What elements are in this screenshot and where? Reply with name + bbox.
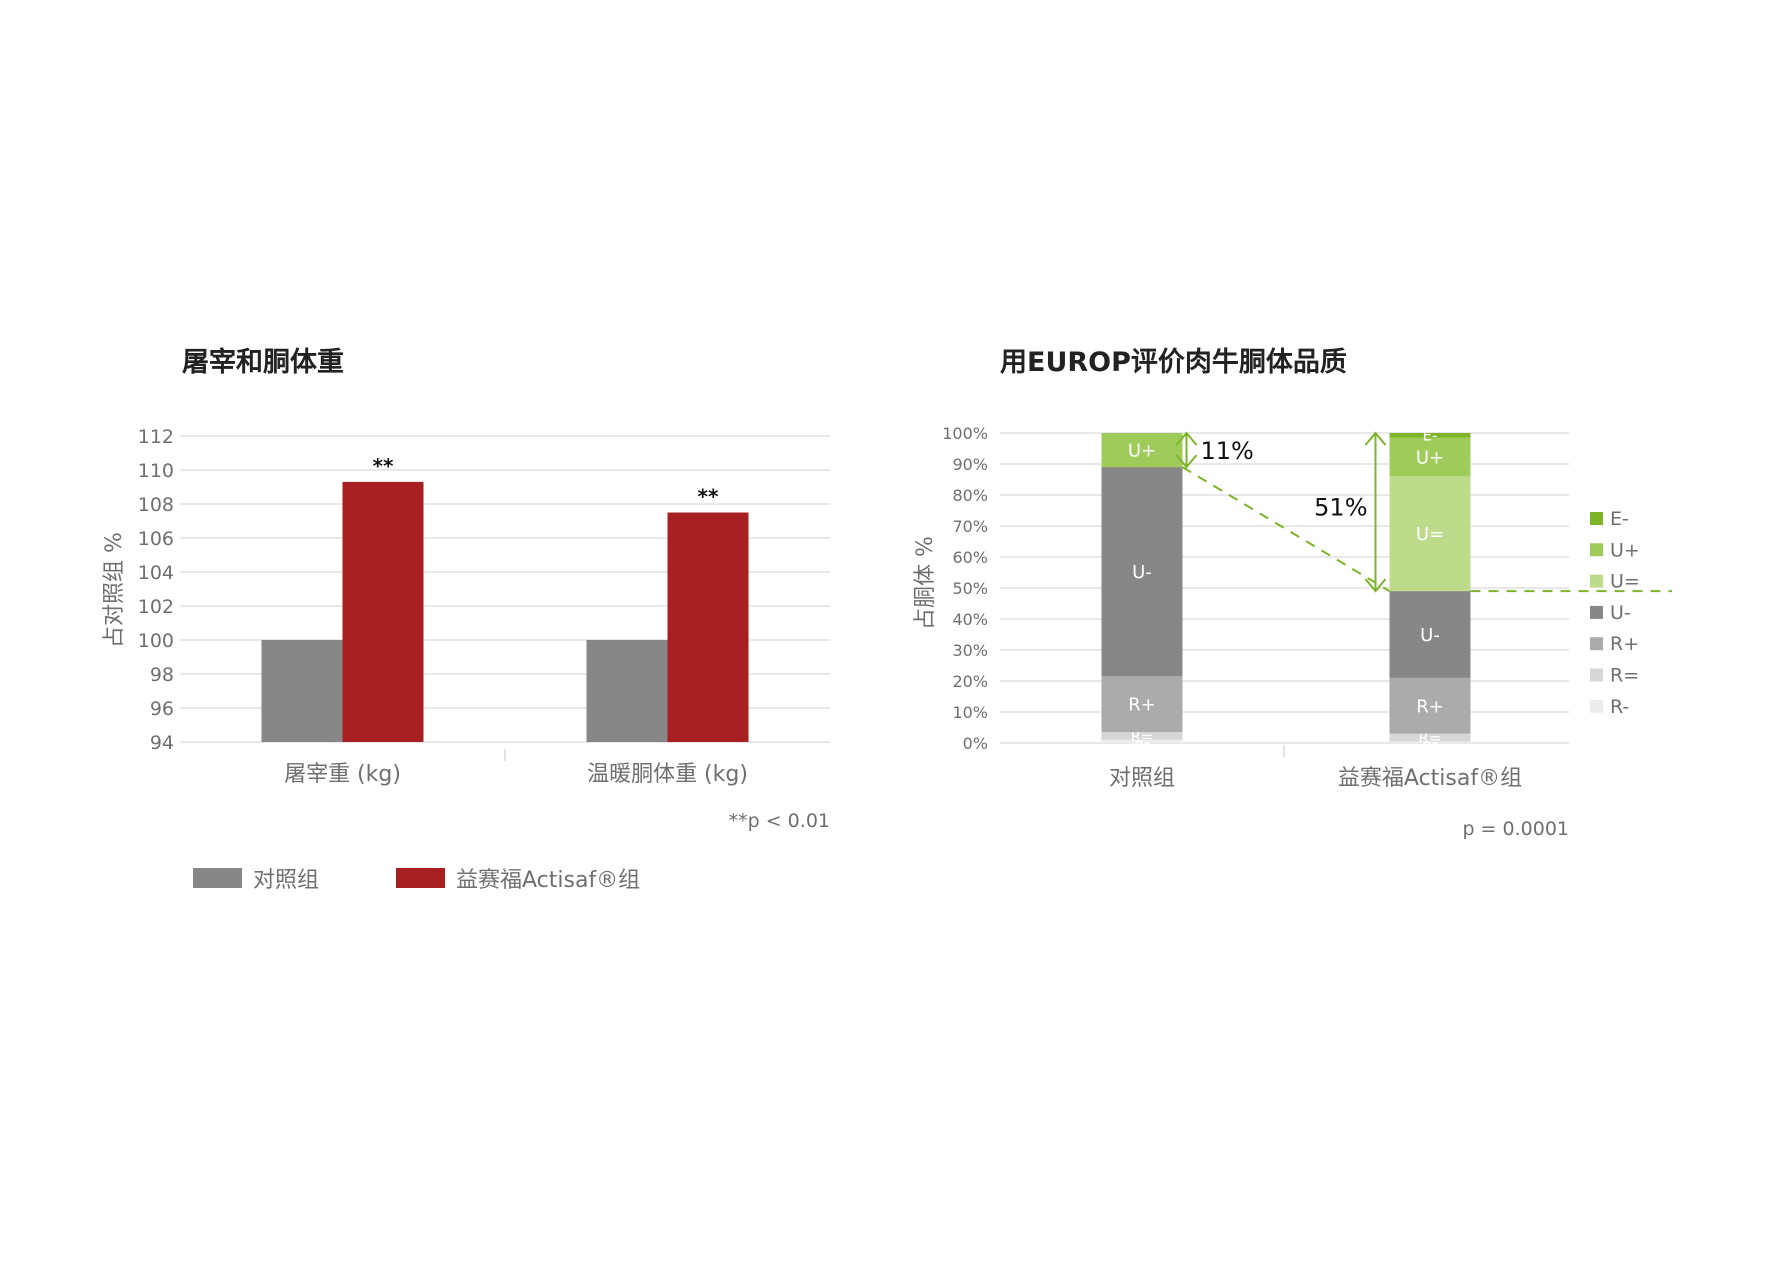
stack-segment: [1389, 437, 1471, 477]
bar: [667, 512, 749, 742]
y-tick-label: 70%: [952, 517, 988, 536]
legend-label: R=: [1610, 665, 1639, 687]
legend-label: E-: [1610, 508, 1629, 530]
y-tick-label: 106: [138, 528, 174, 550]
footnote: p = 0.0001: [1462, 818, 1569, 840]
stack-segment: [1101, 467, 1183, 677]
legend-label: 对照组: [253, 868, 319, 893]
stack-segment: [1101, 732, 1183, 740]
legend-swatch: [1590, 668, 1603, 682]
y-tick-label: 60%: [952, 548, 988, 567]
treatment-difference-arrow-head-top: [1364, 431, 1387, 446]
y-tick-label: 110: [138, 460, 174, 482]
y-tick-label: 94: [150, 732, 174, 754]
stack-segment: [1101, 433, 1183, 468]
y-tick-label: 10%: [952, 703, 988, 722]
y-tick-label: 96: [150, 698, 174, 720]
segment-label: U+: [1416, 448, 1444, 469]
y-axis-label: 占胴体 %: [913, 536, 938, 630]
x-tick-label: 益赛福Actisaf®组: [1338, 766, 1522, 791]
x-tick-label: 温暖胴体重 (kg): [587, 762, 748, 787]
y-tick-label: 98: [150, 664, 174, 686]
europ-quality-chart: 用EUROP评价肉牛胴体品质 0% 10% 20% 30% 40% 50% 60% 70% 80%…: [913, 347, 1672, 840]
segment-label: U-: [1420, 625, 1440, 646]
y-tick-label: 0%: [963, 734, 988, 753]
legend-swatch: [1590, 543, 1603, 557]
y-tick-label: 104: [138, 562, 174, 584]
legend-swatch: [1590, 605, 1603, 619]
y-tick-label: 100: [138, 630, 174, 652]
y-tick-label: 108: [138, 494, 174, 516]
y-tick-label: 102: [138, 596, 174, 618]
legend-label: U=: [1610, 571, 1640, 593]
y-tick-label: 30%: [952, 641, 988, 660]
legend-swatch: [193, 868, 242, 888]
bar: [261, 640, 343, 742]
legend-label: U+: [1610, 539, 1640, 561]
stack-segment: [1101, 739, 1183, 743]
stack-segment: [1389, 741, 1471, 743]
segment-label: R+: [1416, 696, 1444, 717]
legend-swatch: [396, 868, 445, 888]
legend-swatch: [1590, 699, 1603, 713]
legend-swatch: [1590, 512, 1603, 525]
control-difference-arrow-head-bottom: [1175, 454, 1198, 469]
stack-segment: [1389, 476, 1471, 592]
bar: [586, 640, 668, 742]
y-tick-label: 100%: [942, 424, 988, 443]
segment-label: U-: [1132, 562, 1152, 583]
control-difference-arrow-head-top: [1175, 431, 1198, 446]
stack-segment: [1389, 733, 1471, 742]
trend-dashed-line: [1181, 466, 1391, 592]
difference-label: 51%: [1314, 493, 1367, 521]
y-axis-label: 占对照组 %: [102, 532, 127, 648]
bar: [342, 481, 424, 742]
legend-label: U-: [1610, 602, 1631, 624]
y-tick-label: 112: [138, 426, 174, 448]
x-tick-label: 对照组: [1109, 766, 1175, 791]
significance-label: **: [698, 485, 719, 509]
y-tick-label: 20%: [952, 672, 988, 691]
legend-label: R+: [1610, 633, 1639, 655]
stack-segment: [1389, 591, 1471, 678]
treatment-difference-arrow-head-bottom: [1364, 578, 1387, 593]
chart-title: 用EUROP评价肉牛胴体品质: [1000, 347, 1347, 378]
segment-label: R+: [1128, 695, 1156, 716]
difference-label: 11%: [1201, 437, 1254, 465]
legend-label: 益赛福Actisaf®组: [456, 868, 640, 893]
y-tick-label: 90%: [952, 455, 988, 474]
footnote: **p < 0.01: [729, 810, 830, 832]
y-tick-label: 50%: [952, 579, 988, 598]
segment-label: E-: [1423, 427, 1438, 445]
y-tick-label: 40%: [952, 610, 988, 629]
segment-label: U=: [1416, 524, 1444, 545]
stack-segment: [1101, 676, 1183, 733]
stack-segment: [1389, 433, 1471, 438]
legend-swatch: [1590, 637, 1603, 651]
stack-segment: [1389, 677, 1471, 734]
x-tick-label: 屠宰重 (kg): [284, 762, 401, 787]
chart-title: 屠宰和胴体重: [182, 346, 344, 378]
legend-label: R-: [1610, 696, 1629, 718]
significance-label: **: [373, 454, 394, 478]
slaughter-weight-chart: 屠宰和胴体重 94 96 98 100 102 104 106 108 110 112 占对照组 % *…: [102, 346, 830, 893]
y-tick-label: 80%: [952, 486, 988, 505]
legend-swatch: [1590, 574, 1603, 588]
segment-label: U+: [1128, 441, 1156, 462]
